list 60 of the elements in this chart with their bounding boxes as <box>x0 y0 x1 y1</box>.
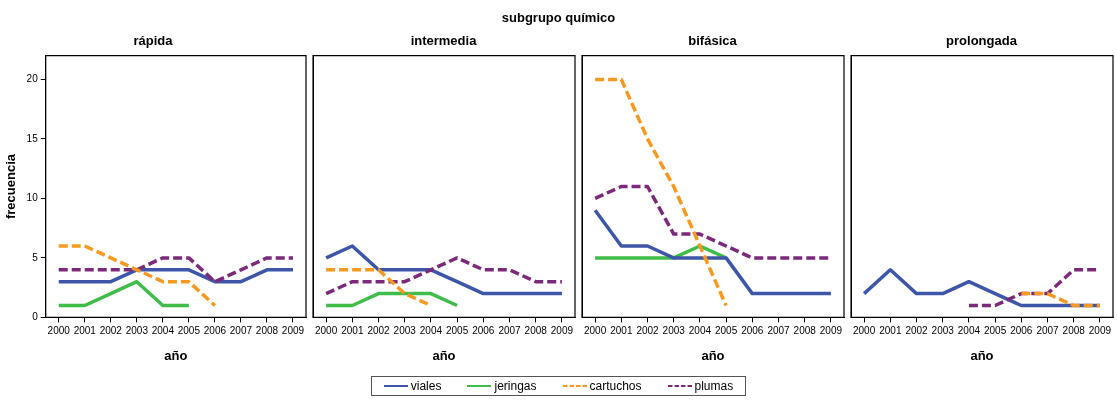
y-axis-title: frecuencia <box>3 153 19 220</box>
x-tick-label: 2003 <box>662 325 686 337</box>
legend-label: viales <box>410 379 442 393</box>
x-tick-label: 2004 <box>151 325 175 337</box>
x-tick-label: 2006 <box>203 325 227 337</box>
x-tick-label: 2005 <box>714 325 738 337</box>
x-tick-label: 2000 <box>584 325 607 337</box>
x-tick-label: 2000 <box>47 325 71 337</box>
x-tick-label: 2002 <box>99 325 123 337</box>
x-axis-title: año <box>701 347 725 363</box>
x-tick-label: 2007 <box>1036 325 1060 337</box>
x-tick-label: 2009 <box>819 325 843 337</box>
chart-title: bifásica <box>688 33 738 49</box>
x-tick-label: 2009 <box>281 325 305 337</box>
x-tick-label: 2001 <box>341 325 364 337</box>
x-tick-label: 2005 <box>983 325 1007 337</box>
x-tick-label: 2009 <box>550 325 574 337</box>
x-tick-label: 2007 <box>767 325 791 337</box>
legend-label: cartuchos <box>589 379 642 393</box>
x-tick-label: 2001 <box>879 325 902 337</box>
x-tick-label: 2004 <box>419 325 443 337</box>
x-tick-label: 2003 <box>931 325 955 337</box>
y-tick-label: 10 <box>26 192 39 204</box>
line-series <box>56 244 217 308</box>
x-tick-label: 2008 <box>524 325 548 337</box>
x-tick-label: 2008 <box>793 325 817 337</box>
x-tick-label: 2008 <box>255 325 279 337</box>
x-tick-label: 2006 <box>1010 325 1033 337</box>
x-tick-label: 2008 <box>1062 325 1086 337</box>
x-tick-label: 2004 <box>957 325 981 337</box>
x-tick-label: 2009 <box>1088 325 1112 337</box>
x-tick-label: 2002 <box>367 325 391 337</box>
x-tick-label: 2003 <box>125 325 149 337</box>
x-tick-label: 2005 <box>177 325 201 337</box>
y-tick-label: 0 <box>32 311 39 323</box>
y-tick-label: 5 <box>32 251 39 263</box>
x-tick-label: 2004 <box>688 325 712 337</box>
x-tick-label: 2002 <box>636 325 660 337</box>
x-tick-label: 2000 <box>853 325 876 337</box>
x-tick-label: 2002 <box>905 325 929 337</box>
x-tick-label: 2006 <box>472 325 495 337</box>
x-tick-label: 2007 <box>498 325 522 337</box>
legend-label: plumas <box>694 379 734 393</box>
chart-title: rápida <box>133 33 174 49</box>
y-tick-label: 20 <box>26 73 39 85</box>
x-tick-label: 2001 <box>610 325 633 337</box>
text: subgrupo químico <box>501 10 616 25</box>
x-tick-label: 2006 <box>741 325 764 337</box>
x-axis-title: año <box>432 347 456 363</box>
x-axis-title: año <box>164 347 188 363</box>
x-tick-label: 2005 <box>445 325 469 337</box>
x-tick-label: 2003 <box>393 325 417 337</box>
y-tick-label: 15 <box>26 132 39 144</box>
chart-title: prolongada <box>946 33 1018 49</box>
x-tick-label: 2007 <box>229 325 253 337</box>
x-tick-label: 2001 <box>73 325 97 337</box>
x-tick-label: 2000 <box>315 325 338 337</box>
x-axis-title: año <box>970 347 994 363</box>
legend-label: jeringas <box>494 379 537 393</box>
chart-title: intermedia <box>410 33 478 49</box>
